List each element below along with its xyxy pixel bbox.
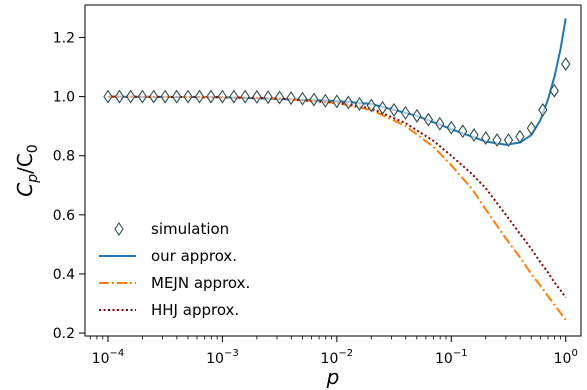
simulation-marker (481, 130, 491, 145)
simulation-marker (206, 89, 216, 104)
simulation-marker (389, 102, 399, 117)
simulation-marker (297, 91, 308, 106)
legend-label: our approx. (151, 247, 237, 265)
y-tick-label: 0.8 (53, 149, 75, 165)
simulation-marker (252, 89, 262, 104)
simulation-marker (538, 102, 548, 117)
series-group (103, 18, 571, 321)
simulation-marker (160, 89, 170, 104)
simulation-marker (229, 89, 239, 104)
y-axis-title: Cp/C0 (13, 144, 41, 196)
simulation-marker (526, 121, 537, 136)
simulation-marker (343, 95, 353, 110)
simulation-marker (286, 91, 296, 106)
simulation-marker (217, 89, 228, 104)
simulation-marker (103, 89, 113, 104)
simulation-marker (332, 94, 342, 109)
simulation-marker (492, 133, 502, 148)
simulation-marker (366, 98, 376, 113)
y-title-mid: /C (13, 153, 37, 174)
simulation-marker (194, 89, 205, 104)
series-line-3 (107, 95, 567, 299)
simulation-marker (354, 97, 365, 111)
y-axis: 0.2 0.4 0.6 0.8 1.0 1.2 (53, 31, 85, 342)
simulation-marker (412, 108, 422, 123)
simulation-marker (274, 90, 285, 105)
simulation-marker (515, 129, 525, 144)
y-tick-label: 1.0 (53, 90, 75, 106)
x-tick-label: 10−2 (321, 348, 354, 367)
x-tick-label: 10−4 (92, 348, 125, 367)
simulation-marker (320, 93, 331, 108)
plot-frame (84, 4, 582, 337)
y-title-main: C (13, 183, 37, 197)
simulation-marker (126, 89, 136, 104)
y-title-sub2: 0 (25, 144, 41, 153)
simulation-marker (423, 112, 434, 127)
y-tick-label: 0.6 (53, 208, 75, 224)
x-axis: 10−4 10−3 10−2 10−1 100 (89, 336, 578, 367)
x-tick-label: 10−1 (435, 348, 468, 367)
simulation-marker (137, 89, 148, 104)
simulation-marker (183, 89, 193, 104)
plot-layer (103, 18, 571, 321)
series-line-1 (107, 18, 567, 146)
y-title-sub1: p (25, 174, 41, 184)
simulation-marker (469, 128, 479, 143)
simulation-marker (549, 83, 559, 98)
legend-marker-simulation (114, 222, 124, 236)
simulation-marker (435, 116, 445, 131)
simulation-marker (171, 89, 182, 104)
simulation-marker (446, 120, 456, 135)
y-tick-label: 0.4 (53, 267, 75, 283)
x-tick-label: 100 (554, 348, 578, 367)
y-tick-label: 0.2 (53, 326, 75, 342)
simulation-marker (149, 89, 159, 104)
simulation-marker (561, 57, 571, 72)
y-tick-label: 1.2 (53, 31, 75, 47)
legend-label: simulation (151, 220, 229, 238)
legend: simulation our approx. MEJN approx. HHJ app… (99, 220, 250, 319)
x-tick-label: 10−3 (206, 348, 239, 367)
legend-label: HHJ approx. (151, 301, 239, 319)
x-axis-title: p (326, 365, 340, 389)
simulation-marker (263, 90, 273, 105)
simulation-marker (377, 100, 388, 115)
simulation-marker (114, 89, 125, 104)
legend-label: MEJN approx. (151, 274, 250, 292)
simulation-marker (240, 89, 250, 104)
simulation-marker (503, 133, 514, 148)
simulation-marker (400, 105, 411, 120)
simulation-marker (309, 92, 319, 107)
simulation-marker (458, 124, 468, 139)
